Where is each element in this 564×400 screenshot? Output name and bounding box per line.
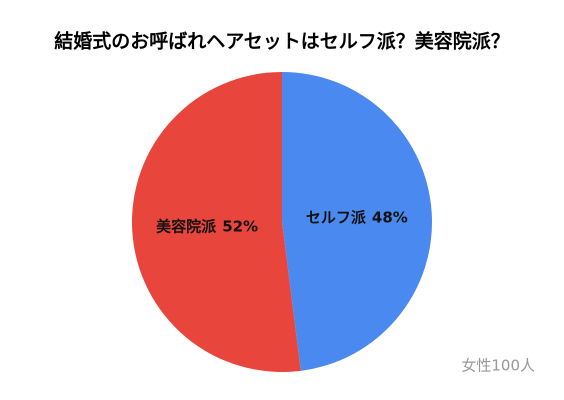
pie-slice bbox=[132, 72, 301, 372]
pie-slice bbox=[282, 72, 433, 371]
slice-label: セルフ派 48% bbox=[306, 208, 408, 226]
slice-label: 美容院派 52% bbox=[156, 217, 258, 235]
category-label: セルフ派 bbox=[306, 208, 367, 226]
category-label: 美容院派 bbox=[156, 217, 217, 235]
value-label: 52% bbox=[222, 217, 258, 235]
chart-title: 結婚式のお呼ばれヘアセットはセルフ派？美容院派？ bbox=[54, 30, 510, 53]
value-label: 48% bbox=[372, 208, 408, 226]
annotation: 女性100人 bbox=[461, 357, 535, 375]
